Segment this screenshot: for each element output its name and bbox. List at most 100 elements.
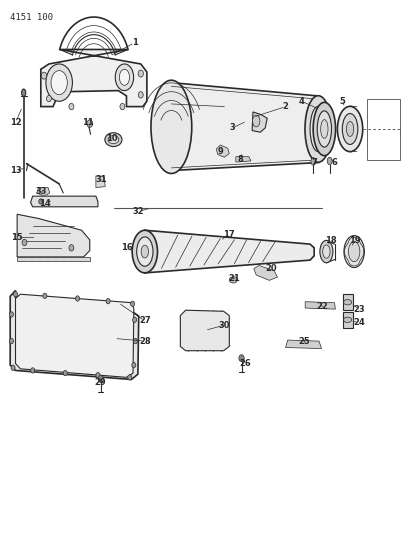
Polygon shape <box>37 188 50 196</box>
Ellipse shape <box>63 370 67 376</box>
Polygon shape <box>10 290 139 379</box>
Ellipse shape <box>108 136 119 144</box>
Ellipse shape <box>106 298 110 304</box>
Ellipse shape <box>131 301 135 306</box>
Ellipse shape <box>96 373 100 378</box>
Text: 9: 9 <box>217 148 223 156</box>
Text: 8: 8 <box>238 156 244 164</box>
Polygon shape <box>180 310 229 351</box>
Polygon shape <box>31 196 98 207</box>
Ellipse shape <box>22 239 27 246</box>
Polygon shape <box>96 176 105 188</box>
Bar <box>367 99 400 160</box>
Ellipse shape <box>310 107 326 151</box>
Ellipse shape <box>39 199 43 204</box>
Ellipse shape <box>311 158 316 165</box>
Ellipse shape <box>138 92 143 98</box>
Text: 11: 11 <box>82 118 93 127</box>
Text: 12: 12 <box>10 118 21 127</box>
Text: 24: 24 <box>353 318 365 327</box>
Text: 6: 6 <box>332 158 337 167</box>
Ellipse shape <box>75 296 80 301</box>
Ellipse shape <box>133 317 137 322</box>
Text: 32: 32 <box>133 207 144 216</box>
Ellipse shape <box>348 241 360 262</box>
Text: 22: 22 <box>317 302 328 311</box>
Text: 33: 33 <box>35 188 47 196</box>
Ellipse shape <box>46 64 73 101</box>
Polygon shape <box>16 294 134 377</box>
Text: 21: 21 <box>229 274 240 283</box>
Text: 3: 3 <box>230 124 235 132</box>
Text: 13: 13 <box>10 166 21 175</box>
Text: 31: 31 <box>95 175 107 184</box>
Ellipse shape <box>344 300 352 305</box>
Polygon shape <box>216 145 229 157</box>
Ellipse shape <box>313 102 336 156</box>
Text: 2: 2 <box>283 102 288 111</box>
Ellipse shape <box>69 103 74 110</box>
Ellipse shape <box>137 237 153 266</box>
Ellipse shape <box>105 133 122 147</box>
Ellipse shape <box>253 115 260 127</box>
Ellipse shape <box>229 277 237 283</box>
Text: 20: 20 <box>266 264 277 272</box>
Polygon shape <box>236 157 251 162</box>
Text: 26: 26 <box>239 359 251 368</box>
Text: 23: 23 <box>353 305 365 313</box>
Ellipse shape <box>69 245 74 251</box>
Text: 29: 29 <box>94 378 106 386</box>
Text: 16: 16 <box>121 244 132 252</box>
Text: 19: 19 <box>349 237 361 245</box>
Text: 5: 5 <box>340 97 346 106</box>
Ellipse shape <box>321 120 328 138</box>
Ellipse shape <box>132 362 136 368</box>
Text: 4151 100: 4151 100 <box>10 13 53 22</box>
Text: 1: 1 <box>132 38 137 47</box>
Ellipse shape <box>99 179 104 186</box>
Bar <box>343 294 353 310</box>
Ellipse shape <box>132 230 157 273</box>
Ellipse shape <box>11 365 15 370</box>
Text: 27: 27 <box>139 317 151 325</box>
Text: 4: 4 <box>299 97 305 106</box>
Ellipse shape <box>323 245 330 258</box>
Ellipse shape <box>344 236 364 268</box>
Ellipse shape <box>337 107 363 151</box>
Ellipse shape <box>31 368 35 373</box>
Polygon shape <box>145 230 314 273</box>
Polygon shape <box>17 257 90 261</box>
Polygon shape <box>17 214 90 257</box>
Ellipse shape <box>317 111 331 147</box>
Ellipse shape <box>133 338 137 344</box>
Polygon shape <box>41 50 147 107</box>
Text: 18: 18 <box>325 237 336 245</box>
Ellipse shape <box>13 292 18 297</box>
Ellipse shape <box>342 114 358 144</box>
Ellipse shape <box>43 293 47 298</box>
Text: 7: 7 <box>311 158 317 167</box>
Ellipse shape <box>9 312 13 317</box>
Polygon shape <box>254 265 277 280</box>
Polygon shape <box>252 112 267 132</box>
Polygon shape <box>286 340 322 349</box>
Polygon shape <box>171 83 318 171</box>
Ellipse shape <box>305 96 331 162</box>
Ellipse shape <box>138 70 143 77</box>
Ellipse shape <box>239 355 244 361</box>
Text: 30: 30 <box>219 321 230 329</box>
Ellipse shape <box>47 95 51 102</box>
Text: 15: 15 <box>11 233 23 241</box>
Text: 10: 10 <box>106 134 118 143</box>
Text: 25: 25 <box>298 337 310 345</box>
Text: 28: 28 <box>139 337 151 345</box>
Ellipse shape <box>327 157 332 165</box>
Ellipse shape <box>98 376 104 383</box>
Ellipse shape <box>9 338 13 344</box>
Ellipse shape <box>344 317 352 322</box>
Ellipse shape <box>119 69 129 85</box>
Ellipse shape <box>87 120 93 127</box>
Ellipse shape <box>51 70 67 95</box>
Ellipse shape <box>42 72 47 79</box>
Bar <box>343 312 353 328</box>
